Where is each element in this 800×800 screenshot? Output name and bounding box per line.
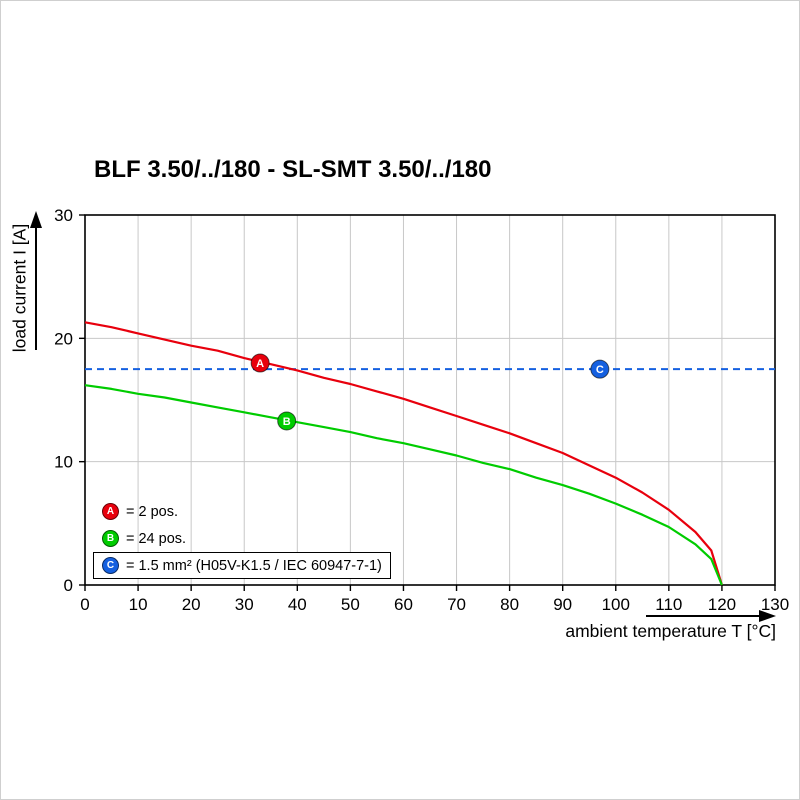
x-tick-label: 120 [708,595,736,614]
x-tick-label: 40 [288,595,307,614]
curve-a [84,321,723,586]
x-tick-label: 60 [394,595,413,614]
legend-item-a: A = 2 pos. [93,498,391,525]
legend-label-b: = 24 pos. [126,530,187,547]
marker-b-icon [277,411,297,431]
y-tick-label: 0 [64,576,73,595]
x-axis-arrowhead-icon [759,610,776,622]
marker-letter-a: A [256,358,264,370]
curve-b [84,384,723,586]
y-axis-arrowhead-icon [30,211,42,228]
legend-marker-c-icon: C [102,557,119,574]
x-tick-label: 20 [182,595,201,614]
x-tick-label: 30 [235,595,254,614]
legend: A = 2 pos. B = 24 pos. C = 1.5 mm² (H05V… [93,498,391,579]
derating-chart: 0 10 20 30 40 50 60 70 80 90 100 110 120 1300102030AB… [30,206,789,622]
marker-a-icon [250,353,270,373]
legend-marker-a-icon: A [102,503,119,520]
x-tick-label: 0 [80,595,89,614]
y-tick-label: 10 [54,453,73,472]
legend-marker-b-icon: B [102,530,119,547]
legend-item-c: C = 1.5 mm² (H05V-K1.5 / IEC 60947-7-1) [93,552,391,579]
chart-title: BLF 3.50/../180 - SL-SMT 3.50/../180 [94,156,492,183]
y-tick-label: 20 [54,329,73,348]
x-tick-label: 90 [553,595,572,614]
marker-letter-c: C [596,364,604,376]
x-axis-title: ambient temperature T [°C] [565,621,776,641]
x-tick-label: 70 [447,595,466,614]
x-tick-label: 100 [602,595,630,614]
legend-item-b: B = 24 pos. [93,525,391,552]
x-tick-label: 130 [761,595,789,614]
x-tick-label: 80 [500,595,519,614]
legend-letter-c: C [106,560,115,571]
x-tick-label: 110 [655,595,682,614]
marker-c-icon [590,359,610,379]
x-tick-label: 50 [341,595,360,614]
legend-letter-b: B [106,533,115,544]
legend-label-c: = 1.5 mm² (H05V-K1.5 / IEC 60947-7-1) [126,557,382,574]
x-tick-label: 10 [129,595,148,614]
plot-frame [84,214,776,586]
legend-letter-a: A [106,506,115,517]
marker-letter-b: B [283,416,291,428]
y-tick-label: 30 [54,206,73,225]
legend-label-a: = 2 pos. [126,503,178,520]
